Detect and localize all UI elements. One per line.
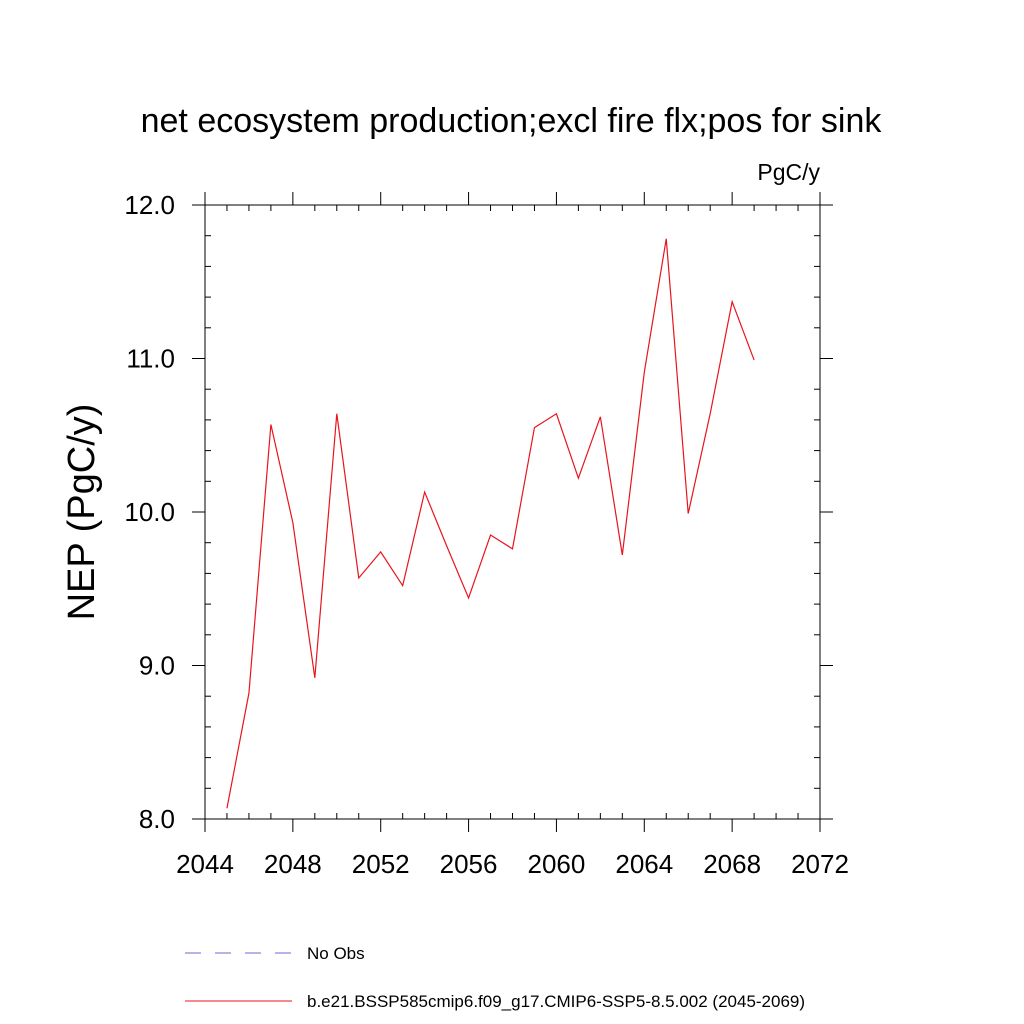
chart-title: net ecosystem production;excl fire flx;p… <box>141 102 883 140</box>
y-tick-label: 11.0 <box>126 344 175 374</box>
y-tick-labels: 8.0 9.0 10.0 11.0 12.0 <box>124 190 175 834</box>
y-tick-label: 8.0 <box>139 804 175 834</box>
x-tick-label: 2048 <box>264 849 322 879</box>
y-tick-label: 9.0 <box>139 651 175 681</box>
y-tick-label: 10.0 <box>124 497 175 527</box>
units-label: PgC/y <box>757 159 820 185</box>
plot-frame <box>204 204 821 820</box>
y-tick-label: 12.0 <box>124 190 175 220</box>
legend-label-no-obs: No Obs <box>307 944 365 963</box>
x-tick-label: 2044 <box>176 849 234 879</box>
series-lines <box>226 238 755 809</box>
x-tick-label: 2052 <box>352 849 410 879</box>
axis-ticks <box>192 192 833 832</box>
y-axis-label: NEP (PgC/y) <box>61 404 103 621</box>
legend: No Obs b.e21.BSSP585cmip6.f09_g17.CMIP6-… <box>185 944 805 1011</box>
x-tick-label: 2056 <box>440 849 498 879</box>
x-tick-label: 2072 <box>791 849 849 879</box>
x-tick-label: 2064 <box>615 849 673 879</box>
x-tick-label: 2068 <box>703 849 761 879</box>
x-tick-label: 2060 <box>528 849 586 879</box>
x-tick-labels: 2044 2048 2052 2056 2060 2064 2068 2072 <box>176 849 849 879</box>
series-line-1 <box>226 238 755 809</box>
legend-label-ssp585: b.e21.BSSP585cmip6.f09_g17.CMIP6-SSP5-8.… <box>307 992 805 1011</box>
